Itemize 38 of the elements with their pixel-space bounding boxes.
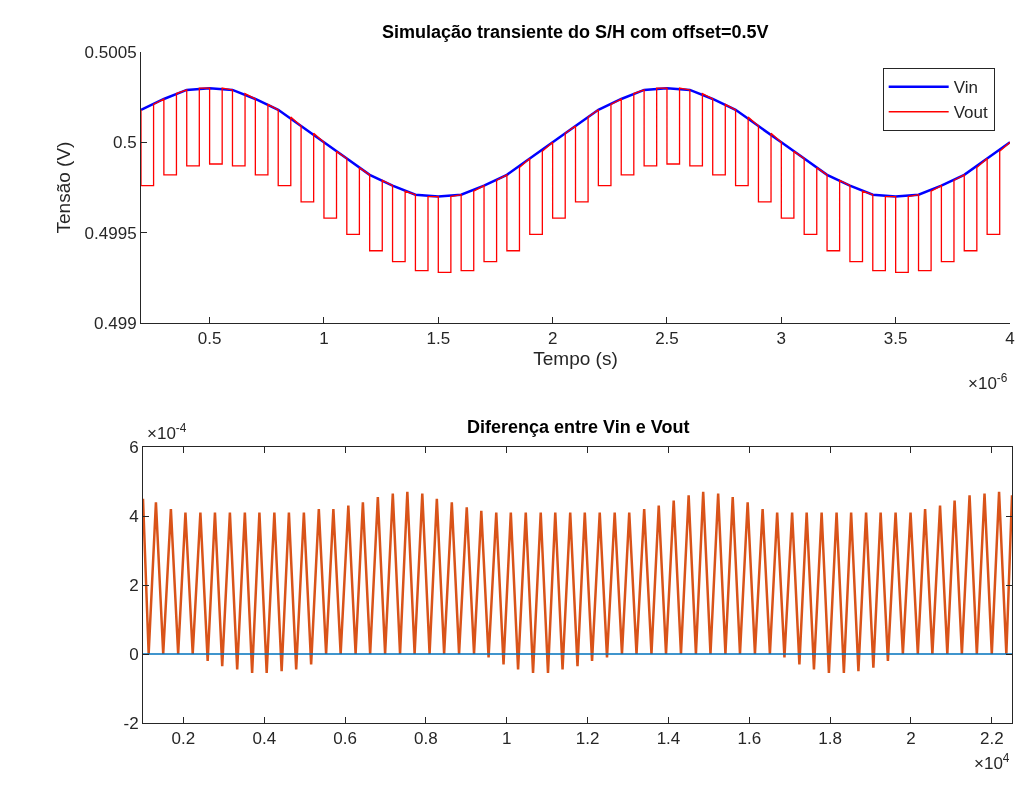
x-tick-label: 2 (906, 729, 916, 749)
x-tick-label: 1.5 (426, 329, 451, 349)
y-tick-label: 0.5 (112, 133, 137, 153)
x-tick-label: 0.5 (197, 329, 222, 349)
x-tick-label: 1.4 (656, 729, 681, 749)
x-tick-label: 1 (319, 329, 329, 349)
x-tick-label: 2.2 (979, 729, 1004, 749)
x-tick-label: 1.2 (575, 729, 600, 749)
chart-title: Diferença entre Vin e Vout (467, 417, 690, 437)
y-tick-label: 6 (129, 437, 139, 457)
y-axis-title: Tensão (V) (53, 141, 75, 234)
y-tick-label: 4 (129, 506, 139, 526)
y-tick-label: -2 (123, 713, 139, 733)
y-tick-label: 2 (129, 575, 139, 595)
y-tick-label: 0.4995 (84, 223, 137, 243)
x-tick-label: 0.4 (252, 729, 277, 749)
x-axis-title: Tempo (s) (533, 348, 618, 370)
line-series (143, 490, 1012, 675)
x-tick-label: 2.5 (655, 329, 679, 349)
y-tick-label: 0 (129, 644, 139, 664)
x-tick-label: 4 (1005, 329, 1015, 349)
y-tick-label: 0.499 (94, 313, 137, 333)
legend-label: Vout (953, 103, 988, 123)
text: ×10$^{-4}$ (147, 421, 187, 444)
x-tick-label: 0.8 (414, 729, 438, 749)
x-tick-label: 1.6 (737, 729, 762, 749)
y-tick-label: 0.5005 (84, 42, 137, 62)
chart-title: Simulação transiente do S/H com offset=0.5V (382, 22, 769, 42)
x-tick-label: 3.5 (883, 329, 908, 349)
x-tick-label: 1 (502, 729, 512, 749)
x-tick-label: 0.6 (333, 729, 357, 749)
x-tick-label: 1.8 (818, 729, 842, 749)
x-tick-label: 2 (547, 329, 558, 349)
text: ×10$^{-6}$ (968, 371, 1008, 394)
legend-label: Vin (953, 78, 978, 98)
x-tick-label: 3 (776, 329, 787, 349)
text: ×10$^{4}$ (974, 751, 1010, 774)
x-tick-label: 0.2 (171, 729, 196, 749)
